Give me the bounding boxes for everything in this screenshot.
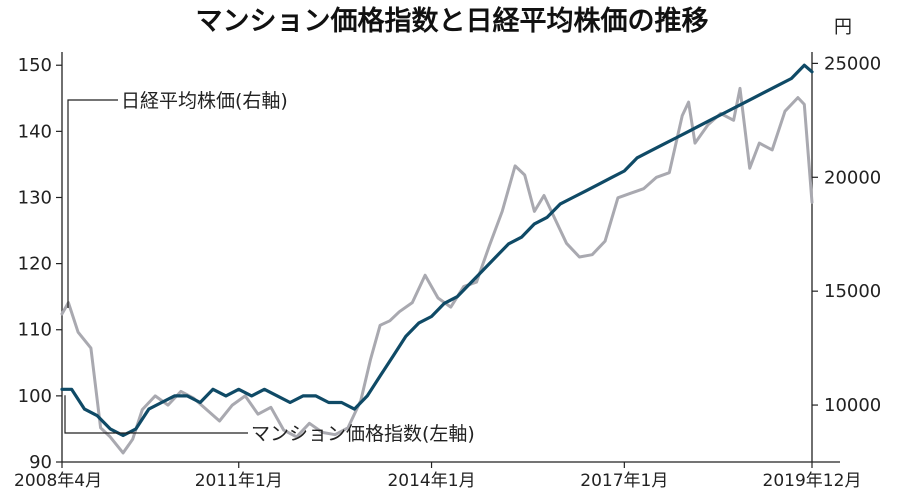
nikkei-annotation-label: 日経平均株価(右軸) xyxy=(121,90,288,112)
x-tick-label: 2011年1月 xyxy=(195,471,283,491)
right-tick-label: 10000 xyxy=(824,395,881,416)
left-tick-label: 90 xyxy=(29,452,52,473)
mansion-annotation-label: マンション価格指数(左軸) xyxy=(251,423,475,445)
x-tick-label: 2019年12月 xyxy=(763,471,862,491)
x-tick-label: 2008年4月 xyxy=(14,471,102,491)
right-axis-unit-label: 円 xyxy=(834,17,852,38)
right-tick-label: 15000 xyxy=(824,281,881,302)
right-tick-label: 25000 xyxy=(824,53,881,74)
nikkei-leader-line xyxy=(67,99,118,308)
series-layer xyxy=(60,63,814,455)
left-tick-label: 120 xyxy=(18,254,52,275)
x-tick-label: 2017年1月 xyxy=(580,471,668,491)
left-tick-label: 100 xyxy=(18,386,52,407)
series-line-mansion-index xyxy=(60,63,814,438)
axes-layer: 90 100 110 120 130 140 150 10000 15000 20000 25000… xyxy=(14,52,881,491)
left-tick-label: 150 xyxy=(18,55,52,76)
chart-title: マンション価格指数と日経平均株価の推移 xyxy=(196,5,709,37)
left-tick-label: 110 xyxy=(18,320,52,341)
left-tick-label: 130 xyxy=(18,187,52,208)
mansion-leader-line xyxy=(64,395,248,434)
x-tick-label: 2014年1月 xyxy=(387,471,475,491)
right-tick-label: 20000 xyxy=(824,167,881,188)
series-line-nikkei xyxy=(60,86,814,455)
annotation-layer: 日経平均株価(右軸) マンション価格指数(左軸) xyxy=(64,90,475,445)
left-tick-label: 140 xyxy=(18,121,52,142)
